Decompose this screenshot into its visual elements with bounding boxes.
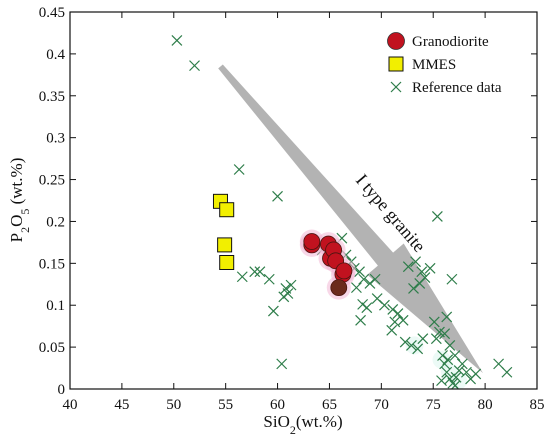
x-tick-label: 80 bbox=[478, 397, 493, 413]
reference-data-point bbox=[501, 366, 513, 378]
reference-data-point bbox=[354, 266, 365, 278]
x-tick-label: 85 bbox=[530, 397, 545, 413]
reference-data-point bbox=[364, 278, 376, 289]
reference-data-point bbox=[267, 305, 279, 317]
reference-data-point bbox=[379, 299, 390, 311]
reference-data-point bbox=[358, 273, 370, 285]
reference-data-point bbox=[453, 365, 465, 376]
y-axis-title: P2O5 (wt.%) bbox=[7, 158, 32, 243]
reference-data-point bbox=[436, 375, 447, 387]
y-tick-label: 0.15 bbox=[39, 256, 65, 272]
arrow-layer bbox=[218, 64, 483, 374]
reference-data-point bbox=[416, 266, 428, 278]
mmes-point bbox=[219, 254, 235, 270]
y-tick-label: 0.2 bbox=[46, 214, 65, 230]
legend: Granodiorite MMES Reference data bbox=[387, 32, 502, 96]
y-tick-label: 0.45 bbox=[39, 5, 65, 21]
reference-data-point bbox=[493, 358, 505, 370]
reference-data-point bbox=[361, 302, 373, 314]
reference-data-point bbox=[441, 366, 453, 378]
reference-data-point bbox=[233, 164, 245, 175]
reference-data-point bbox=[272, 190, 283, 202]
reference-data-point bbox=[412, 343, 424, 355]
x-tick-label: 65 bbox=[322, 397, 337, 413]
x-tick-label: 45 bbox=[114, 397, 129, 413]
reference-data-point bbox=[392, 308, 404, 320]
reference-data-point bbox=[410, 256, 422, 268]
reference-data-point bbox=[397, 314, 409, 326]
reference-data-point bbox=[236, 271, 248, 283]
x-tick-label: 60 bbox=[270, 397, 285, 413]
reference-data-layer bbox=[171, 35, 513, 389]
reference-data-point bbox=[446, 273, 458, 285]
x-axis-title: SiO2(wt.%) bbox=[263, 412, 342, 437]
reference-data-point bbox=[431, 210, 443, 222]
reference-data-point bbox=[399, 336, 411, 348]
reference-data-point bbox=[456, 358, 468, 370]
reference-data-point bbox=[351, 282, 362, 294]
reference-data-point bbox=[285, 279, 297, 291]
y-tick-label: 0.35 bbox=[39, 89, 65, 105]
x-tick-label: 40 bbox=[63, 397, 78, 413]
reference-data-point bbox=[387, 303, 399, 315]
reference-data-point bbox=[402, 261, 414, 273]
reference-data-point bbox=[470, 368, 482, 380]
y-tick-label: 0.3 bbox=[46, 131, 65, 147]
y-tick-label: 0.1 bbox=[46, 298, 65, 314]
reference-data-point bbox=[189, 60, 200, 72]
granodiorite-point bbox=[330, 279, 348, 297]
reference-data-point bbox=[369, 273, 381, 285]
x-tick-label: 75 bbox=[426, 397, 441, 413]
i-type-granite-arrow bbox=[218, 64, 483, 374]
legend-mmes-marker bbox=[388, 56, 404, 72]
x-tick-label: 55 bbox=[218, 397, 233, 413]
x-tick-label: 70 bbox=[374, 397, 389, 413]
y-tick-label: 0.25 bbox=[39, 173, 65, 189]
reference-data-point bbox=[249, 266, 261, 278]
mmes-point bbox=[219, 202, 235, 218]
reference-data-point bbox=[444, 340, 456, 351]
legend-granodiorite-label: Granodiorite bbox=[412, 34, 489, 50]
reference-data-point bbox=[408, 283, 419, 294]
reference-data-point bbox=[424, 262, 436, 274]
reference-data-point bbox=[441, 311, 453, 323]
reference-data-point bbox=[439, 328, 451, 340]
legend-mmes-label: MMES bbox=[412, 57, 456, 73]
y-tick-label: 0 bbox=[58, 382, 66, 398]
reference-data-point bbox=[406, 340, 417, 351]
reference-data-point bbox=[276, 358, 288, 370]
reference-data-point bbox=[386, 324, 398, 336]
reference-data-point bbox=[417, 333, 429, 345]
plot-frame bbox=[69, 11, 538, 390]
reference-data-point bbox=[442, 354, 454, 366]
granodiorite-point bbox=[303, 233, 321, 250]
y-tick-label: 0.05 bbox=[39, 340, 65, 356]
reference-data-point bbox=[278, 291, 290, 303]
reference-data-point bbox=[430, 333, 442, 345]
legend-reference-label: Reference data bbox=[412, 80, 502, 96]
y-tick-label: 0.4 bbox=[46, 47, 65, 63]
legend-granodiorite-marker bbox=[387, 32, 405, 50]
reference-data-point bbox=[355, 314, 367, 326]
reference-data-point bbox=[461, 366, 472, 378]
reference-data-point bbox=[263, 273, 275, 285]
granodiorite-point bbox=[335, 262, 353, 280]
reference-data-point bbox=[171, 35, 183, 46]
reference-data-point bbox=[428, 316, 440, 328]
reference-data-point bbox=[449, 350, 461, 361]
axis-ticks: 40 45 50 55 60 65 70 75 80 85 0 0.05 0.1 0.15 0.2 0.25 0… bbox=[39, 5, 545, 413]
granodiorite-layer bbox=[303, 233, 353, 297]
x-tick-label: 50 bbox=[166, 397, 181, 413]
mmes-layer bbox=[212, 193, 235, 270]
legend-reference-marker bbox=[390, 81, 402, 93]
mmes-point bbox=[217, 237, 233, 253]
reference-data-point bbox=[419, 272, 431, 283]
reference-data-point bbox=[254, 266, 266, 278]
reference-data-point bbox=[437, 350, 448, 361]
